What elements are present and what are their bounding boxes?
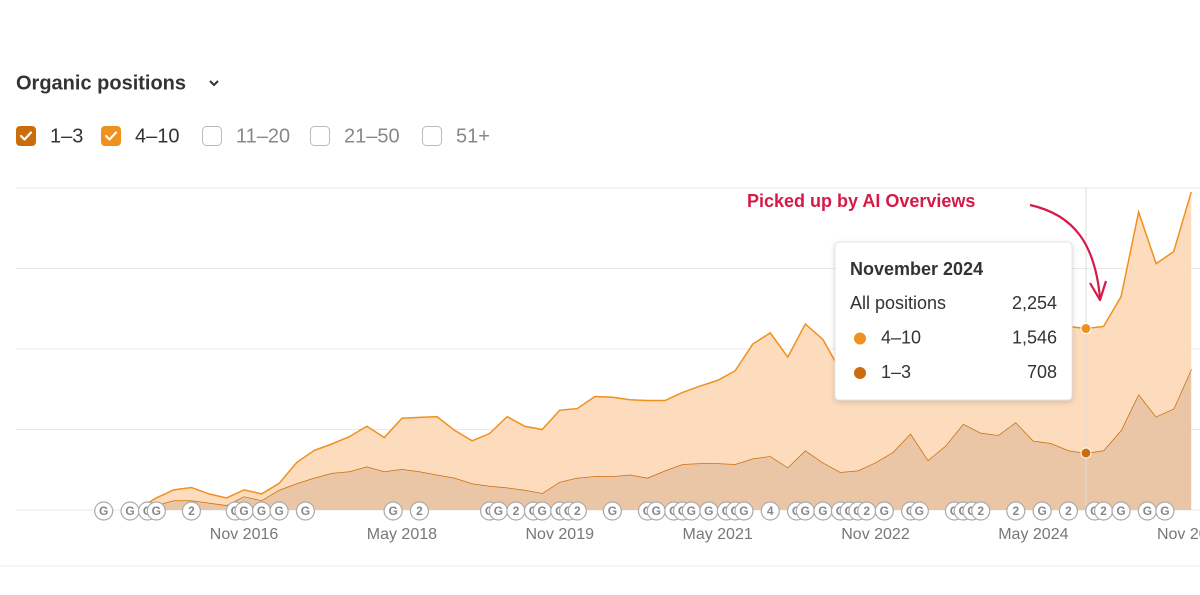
event-label: G: [818, 504, 827, 518]
event-label: G: [125, 504, 134, 518]
event-label: G: [687, 504, 696, 518]
event-marker[interactable]: [734, 501, 754, 521]
event-label: G: [801, 504, 810, 518]
checkbox-label[interactable]: 11–20: [236, 125, 290, 147]
event-marker[interactable]: [383, 501, 403, 521]
event-label: G: [652, 504, 661, 518]
event-marker[interactable]: [602, 501, 622, 521]
event-marker[interactable]: [874, 501, 894, 521]
event-label: G: [1143, 504, 1152, 518]
x-tick-label: Nov 2019: [526, 526, 595, 543]
event-marker[interactable]: [1006, 501, 1026, 521]
checkbox[interactable]: [16, 126, 36, 146]
event-marker[interactable]: [269, 501, 289, 521]
plot: Nov 2016 May 2018 Nov 2019 May 2021 Nov 2022…: [16, 187, 1200, 543]
event-label: G: [494, 504, 503, 518]
event-marker[interactable]: [971, 501, 991, 521]
checkmark: [19, 131, 33, 141]
event-marker[interactable]: [567, 501, 587, 521]
checkbox-label[interactable]: 21–50: [344, 125, 400, 147]
event-label: 2: [863, 504, 870, 518]
event-marker[interactable]: [1032, 501, 1052, 521]
event-label: G: [1037, 504, 1046, 518]
event-label: G: [880, 504, 889, 518]
event-label: G: [301, 504, 310, 518]
event-label: G: [538, 504, 547, 518]
event-label: G: [99, 504, 108, 518]
event-marker[interactable]: [760, 501, 780, 521]
event-marker[interactable]: [1058, 501, 1079, 521]
event-label: G: [257, 504, 266, 518]
area: [138, 369, 1192, 510]
hover-point: [1080, 323, 1092, 335]
checkbox[interactable]: [422, 126, 442, 146]
event-label: 4: [767, 504, 774, 518]
tooltip-value: 708: [1027, 362, 1057, 382]
tooltip-value: 1,546: [1012, 327, 1057, 347]
checkbox-label[interactable]: 51+: [456, 125, 490, 147]
event-marker[interactable]: [409, 501, 430, 521]
event-marker[interactable]: [146, 501, 166, 521]
checkbox[interactable]: [101, 126, 121, 146]
x-tick-label: Nov 2025: [1157, 526, 1200, 543]
chart-title: Organic positions: [16, 72, 186, 94]
tooltip: November 2024 All positions 2,254 4–10 1,546…: [834, 241, 1073, 401]
annotation-arrow: [1029, 203, 1102, 299]
event-label: G: [704, 504, 713, 518]
event-label: G: [1160, 504, 1169, 518]
event-label: 2: [977, 504, 984, 518]
annotation-arrowhead: [1089, 280, 1108, 302]
event-label: G: [739, 504, 748, 518]
x-tick-label: Nov 2016: [210, 526, 279, 543]
tooltip-name: All positions: [850, 293, 946, 313]
event-label: 2: [416, 504, 423, 518]
event-marker[interactable]: [181, 501, 202, 521]
x-tick-label: May 2024: [998, 526, 1068, 543]
event-label: 2: [1065, 504, 1072, 518]
event-marker[interactable]: [909, 501, 929, 521]
event-label: 2: [188, 504, 195, 518]
checkmark: [104, 131, 118, 141]
tooltip-value: 2,254: [1012, 293, 1057, 313]
event-marker[interactable]: [1111, 501, 1131, 521]
checkbox[interactable]: [310, 126, 330, 146]
event-label: 2: [1100, 504, 1107, 518]
tooltip-dot: [854, 332, 866, 345]
tooltip-name: 4–10: [881, 327, 921, 347]
event-label: 2: [1012, 504, 1019, 518]
tooltip-title: November 2024: [850, 259, 983, 279]
dropdown-chevron[interactable]: [209, 80, 219, 87]
checkbox-label[interactable]: 1–3: [50, 125, 83, 147]
tooltip-box: [834, 241, 1073, 401]
event-label: G: [1116, 504, 1125, 518]
event-label: G: [608, 504, 617, 518]
event-label: 2: [513, 504, 520, 518]
event-label: G: [274, 504, 283, 518]
event-marker[interactable]: [1155, 501, 1175, 521]
event-label: G: [239, 504, 248, 518]
event-label: G: [388, 504, 397, 518]
tooltip-name: 1–3: [881, 362, 911, 382]
tooltip-dot: [854, 367, 866, 379]
x-tick-label: May 2021: [682, 526, 752, 543]
event-label: G: [915, 504, 924, 518]
hover-point: [1080, 447, 1092, 459]
event-label: 2: [574, 504, 581, 518]
area: [138, 192, 1192, 510]
x-tick-label: May 2018: [367, 526, 437, 543]
annotation: Picked up by AI Overviews: [747, 191, 975, 211]
event-label: G: [152, 504, 161, 518]
event-marker[interactable]: [94, 501, 114, 521]
x-tick-label: Nov 2022: [841, 526, 910, 543]
event-marker[interactable]: [295, 501, 316, 521]
checkbox[interactable]: [202, 126, 222, 146]
checkbox-label[interactable]: 4–10: [135, 125, 180, 147]
